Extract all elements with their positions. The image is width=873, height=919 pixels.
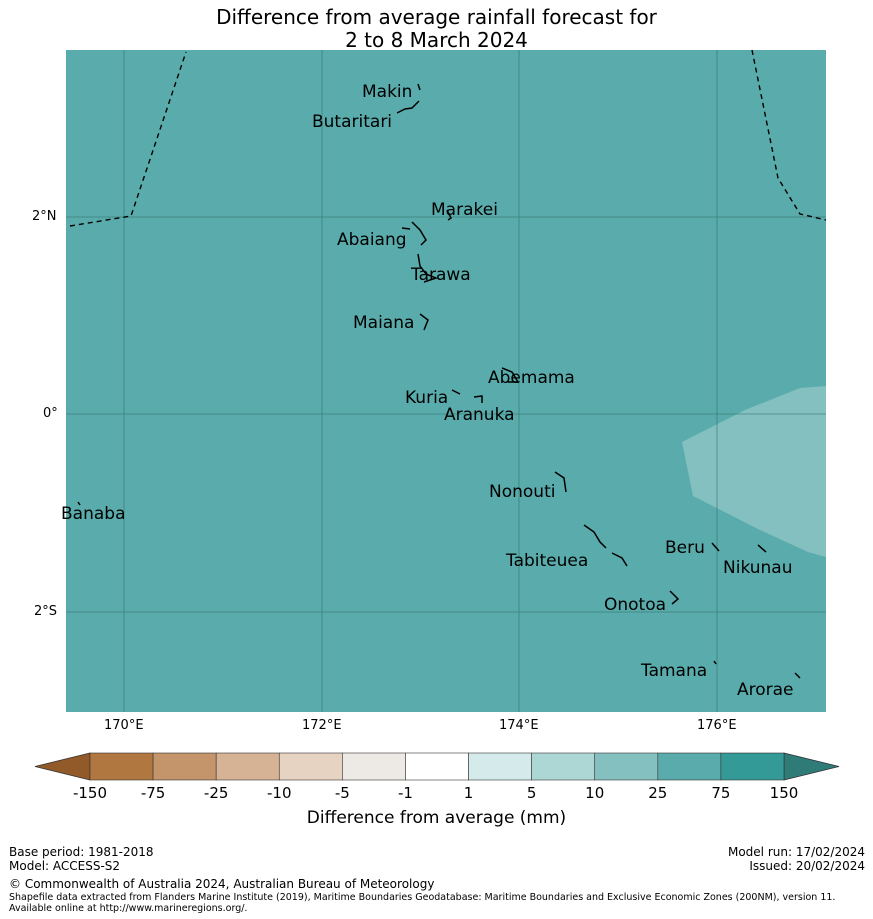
colorbar-tick-label: 25 bbox=[648, 784, 668, 802]
colorbar-bin bbox=[152, 752, 217, 781]
island-label-tarawa: Tarawa bbox=[410, 265, 471, 285]
colorbar-bin bbox=[594, 752, 659, 781]
model-name: Model: ACCESS-S2 bbox=[9, 859, 121, 873]
island-outlines bbox=[77, 83, 801, 679]
island-label-tamana: Tamana bbox=[640, 661, 707, 681]
issued-date: Issued: 20/02/2024 bbox=[749, 859, 865, 873]
island-label-abemama: Abemama bbox=[488, 368, 575, 388]
lon-tick-174: 174°E bbox=[499, 718, 539, 733]
colorbar-bin bbox=[657, 752, 722, 781]
chart-title-line2: 2 to 8 March 2024 bbox=[345, 28, 528, 52]
island-label-tabiteuea: Tabiteuea bbox=[505, 551, 588, 571]
colorbar-tick-label: -25 bbox=[203, 784, 229, 802]
gridlines bbox=[66, 50, 826, 712]
island-label-banaba: Banaba bbox=[61, 504, 125, 524]
colorbar-tick-label: 5 bbox=[526, 784, 537, 802]
shapefile-note: Shapefile data extracted from Flanders M… bbox=[9, 892, 836, 914]
island-label-nonouti: Nonouti bbox=[489, 482, 555, 502]
lat-tick-2n: 2°N bbox=[32, 209, 57, 224]
lat-tick-2s: 2°S bbox=[34, 604, 58, 619]
colorbar bbox=[34, 752, 840, 781]
island-label-arorae: Arorae bbox=[737, 680, 794, 700]
colorbar-tick-label: 10 bbox=[585, 784, 605, 802]
island-label-aranuka: Aranuka bbox=[444, 405, 515, 425]
colorbar-bin bbox=[278, 752, 343, 781]
lat-tick-0: 0° bbox=[43, 406, 58, 421]
lon-tick-172: 172°E bbox=[302, 718, 342, 733]
colorbar-axis-label: Difference from average (mm) bbox=[306, 808, 567, 828]
island-label-beru: Beru bbox=[665, 538, 705, 558]
copyright: © Commonwealth of Australia 2024, Austra… bbox=[9, 877, 435, 891]
lon-tick-170: 170°E bbox=[104, 718, 144, 733]
island-label-marakei: Marakei bbox=[431, 200, 498, 220]
wetter-patch bbox=[682, 386, 826, 557]
island-label-maiana: Maiana bbox=[353, 313, 414, 333]
colorbar-bin bbox=[215, 752, 280, 781]
island-label-kuria: Kuria bbox=[405, 388, 448, 408]
colorbar-bin bbox=[531, 752, 596, 781]
colorbar-tick-label: -5 bbox=[334, 784, 350, 802]
colorbar-bin bbox=[342, 752, 406, 781]
island-label-onotoa: Onotoa bbox=[604, 595, 666, 615]
colorbar-tick-label: -150 bbox=[72, 784, 108, 802]
colorbar-tick-label: 1 bbox=[463, 784, 474, 802]
colorbar-under-arrow bbox=[34, 752, 91, 781]
island-label-nikunau: Nikunau bbox=[723, 558, 793, 578]
colorbar-bin bbox=[468, 752, 532, 781]
eez-boundaries bbox=[69, 49, 827, 227]
colorbar-bin bbox=[405, 752, 469, 781]
colorbar-bin bbox=[89, 752, 154, 781]
colorbar-tick-label: -10 bbox=[267, 784, 292, 802]
colorbar-tick-label: 150 bbox=[769, 784, 799, 802]
colorbar-tick-label: -75 bbox=[140, 784, 166, 802]
model-run: Model run: 17/02/2024 bbox=[727, 845, 865, 859]
chart-title-line1: Difference from average rainfall forecas… bbox=[216, 5, 657, 29]
colorbar-tick-label: 75 bbox=[711, 784, 731, 802]
colorbar-tick-label: -1 bbox=[397, 784, 413, 802]
colorbar-over-arrow bbox=[783, 752, 840, 781]
base-period: Base period: 1981-2018 bbox=[9, 845, 154, 859]
colorbar-bin bbox=[720, 752, 785, 781]
map-background bbox=[66, 50, 826, 712]
island-label-butaritari: Butaritari bbox=[312, 112, 392, 132]
island-label-abaiang: Abaiang bbox=[337, 230, 407, 250]
island-label-makin: Makin bbox=[362, 82, 412, 102]
lon-tick-176: 176°E bbox=[697, 718, 737, 733]
